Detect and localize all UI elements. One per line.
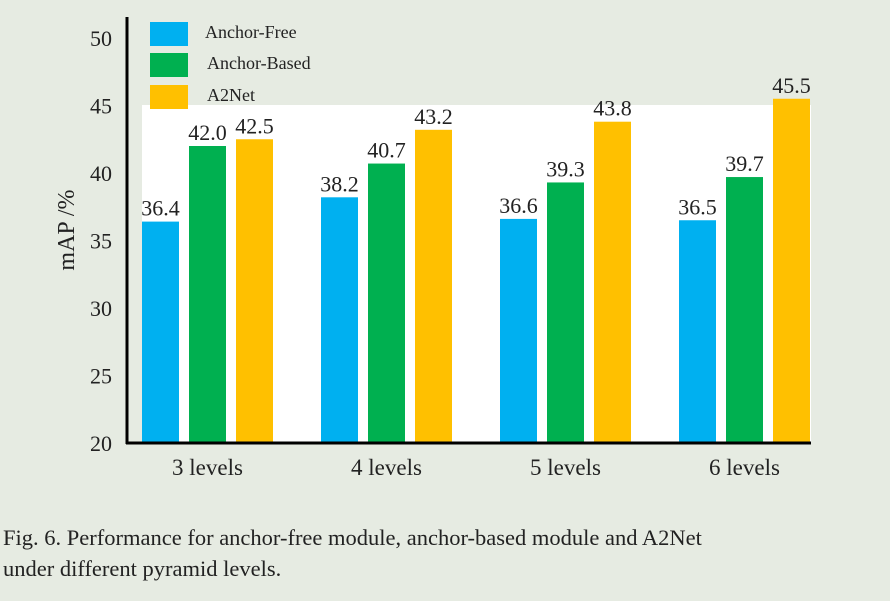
bar-anchor-free — [679, 220, 716, 443]
data-label: 42.0 — [188, 120, 227, 145]
bar-anchor-free — [321, 197, 358, 443]
caption-line-1: Fig. 6. Performance for anchor-free modu… — [3, 525, 702, 550]
y-axis-label: mAP /% — [54, 189, 80, 270]
y-tick-label: 45 — [90, 94, 112, 119]
x-tick-label: 3 levels — [172, 455, 243, 480]
legend-swatch — [150, 85, 188, 109]
legend-label: Anchor-Free — [205, 22, 297, 42]
bar-a2net — [594, 121, 631, 443]
x-tick-label: 6 levels — [709, 455, 780, 480]
legend-swatch — [150, 53, 188, 77]
data-label: 36.4 — [141, 196, 180, 221]
bar-anchor-based — [726, 177, 763, 444]
bar-anchor-based — [189, 146, 226, 443]
caption-line-2: under different pyramid levels. — [3, 556, 282, 581]
x-tick-label: 4 levels — [351, 455, 422, 480]
data-label: 43.8 — [593, 96, 632, 121]
bar-anchor-free — [500, 218, 537, 443]
data-label: 39.3 — [546, 156, 585, 181]
y-tick-label: 35 — [90, 229, 112, 254]
data-label: 39.7 — [725, 151, 764, 176]
bar-a2net — [773, 98, 810, 443]
legend-swatch — [150, 22, 188, 46]
data-label: 43.2 — [414, 104, 453, 129]
y-tick-label: 50 — [90, 26, 112, 51]
x-tick-label: 5 levels — [530, 455, 601, 480]
y-tick-label: 40 — [90, 161, 112, 186]
bar-chart: 36.4 42.0 42.5 38.2 40.7 43.2 36.6 39.3 43.8 36.5… — [54, 17, 811, 480]
figure-caption: Fig. 6. Performance for anchor-free modu… — [3, 522, 888, 584]
y-tick-label: 20 — [90, 431, 112, 456]
bar-anchor-based — [547, 182, 584, 443]
data-label: 36.6 — [499, 193, 538, 218]
y-tick-label: 30 — [90, 296, 112, 321]
data-label: 40.7 — [367, 138, 406, 163]
data-label: 38.2 — [320, 171, 359, 196]
bar-anchor-free — [142, 221, 179, 443]
legend-label: A2Net — [207, 85, 255, 105]
data-label: 42.5 — [235, 113, 274, 138]
legend: Anchor-Free Anchor-Based A2Net — [150, 22, 311, 109]
y-tick-label: 25 — [90, 364, 112, 389]
legend-label: Anchor-Based — [207, 53, 311, 73]
data-label: 36.5 — [678, 194, 717, 219]
data-label: 45.5 — [772, 73, 811, 98]
bar-anchor-based — [368, 163, 405, 444]
bar-a2net — [236, 139, 273, 443]
bar-a2net — [415, 129, 452, 444]
